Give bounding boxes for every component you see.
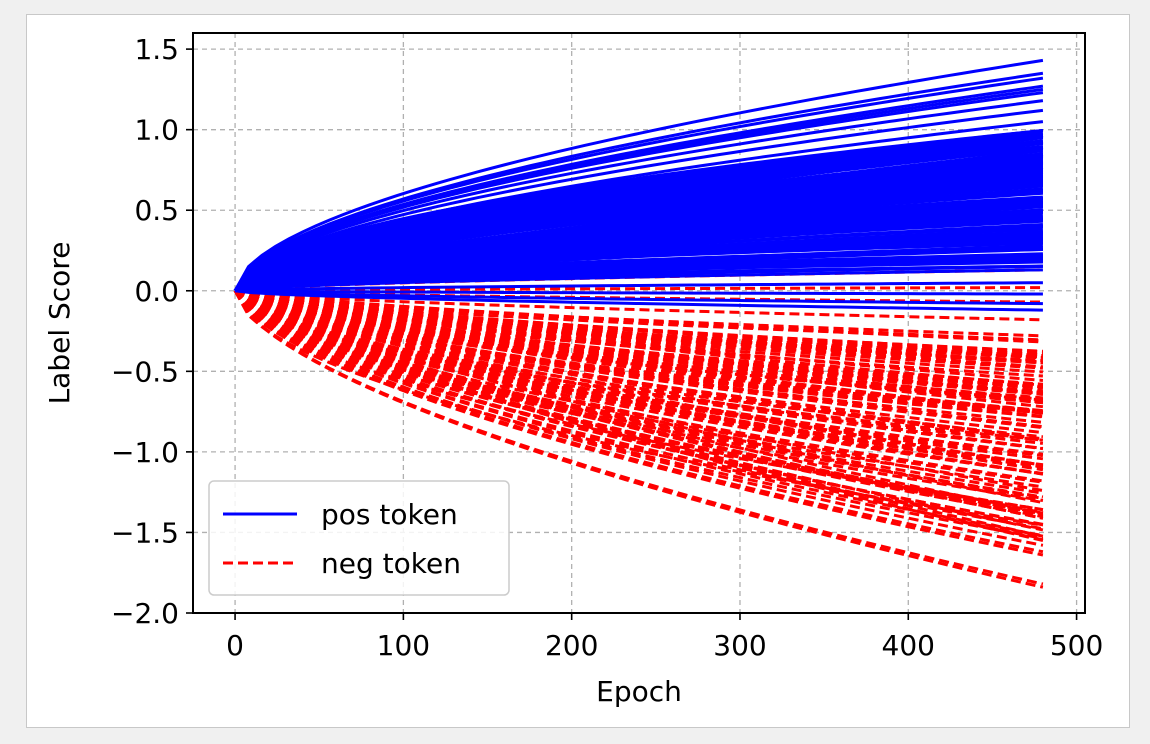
neg-token-line (234, 289, 1043, 322)
neg-token-line (233, 289, 1044, 502)
legend-label-pos: pos token (321, 498, 458, 531)
neg-token-line (234, 289, 1043, 358)
pos-token-line (233, 152, 1044, 292)
neg-token-line (233, 289, 1044, 540)
neg-token-line (234, 289, 1044, 451)
x-tick-label: 500 (1050, 629, 1103, 662)
y-tick-label: −1.5 (111, 516, 179, 549)
pos-token-line (234, 289, 1043, 312)
axes-frame (192, 32, 1086, 614)
neg-token-line (233, 289, 1044, 499)
y-tick-label: −2.0 (111, 597, 179, 630)
pos-token-line (234, 236, 1043, 293)
x-tick-label: 0 (226, 629, 244, 662)
neg-token-line (234, 289, 1043, 338)
y-tick-label: 1.0 (134, 114, 179, 147)
pos-token-line (234, 264, 1043, 293)
neg-token-line (233, 289, 1044, 461)
pos-token-line (234, 268, 1043, 293)
y-tick-label: −0.5 (111, 355, 179, 388)
y-tick-label: 1.5 (134, 33, 179, 66)
pos-token-line (234, 289, 1043, 306)
neg-token-line (233, 289, 1044, 515)
neg-token-line (234, 289, 1044, 386)
y-tick-label: 0.5 (134, 194, 179, 227)
neg-token-line (234, 289, 1043, 354)
neg-token-line (233, 289, 1044, 557)
neg-token-line (234, 289, 1044, 520)
pos-token-line (234, 213, 1043, 293)
pos-token-line (234, 200, 1044, 293)
pos-token-line (233, 76, 1044, 292)
pos-token-line (233, 131, 1044, 292)
neg-token-line (233, 290, 1044, 589)
x-tick-label: 200 (545, 629, 598, 662)
pos-token-line (233, 108, 1044, 292)
neg-token-line (234, 289, 1044, 439)
line-chart: 0 100 200 300 400 500 1.5 1.0 0.5 0.0 −0.5 −1.0 −1.5… (43, 32, 1103, 708)
pos-token-line (234, 180, 1044, 292)
neg-token-line (234, 289, 1044, 429)
series-layer (233, 58, 1044, 589)
chart-figure: 0 100 200 300 400 500 1.5 1.0 0.5 0.0 −0.5 −1.0 −1.5… (26, 14, 1130, 728)
neg-token-line (233, 289, 1044, 538)
pos-token-line (233, 91, 1044, 292)
pos-token-line (233, 71, 1044, 292)
pos-token-line (234, 224, 1043, 293)
neg-token-line (234, 289, 1044, 418)
x-tick-label: 300 (713, 629, 766, 662)
pos-token-line (233, 58, 1044, 292)
pos-token-line (233, 120, 1044, 292)
neg-token-line (233, 289, 1044, 554)
y-tick-label: 0.0 (134, 275, 179, 308)
pos-token-line (234, 189, 1044, 292)
neg-token-line (233, 289, 1044, 526)
y-axis-title: Label Score (43, 242, 76, 405)
x-tick-label: 400 (882, 629, 935, 662)
pos-token-line (235, 281, 1043, 293)
x-axis-title: Epoch (596, 675, 682, 708)
legend-label-neg: neg token (321, 547, 461, 580)
neg-token-line (234, 289, 1044, 515)
neg-token-line (233, 289, 1044, 547)
neg-token-line (234, 289, 1044, 415)
legend: pos token neg token (208, 480, 510, 596)
neg-token-line (233, 289, 1044, 483)
neg-token-line (234, 289, 1044, 402)
pos-token-line (234, 247, 1043, 293)
pos-token-line (235, 289, 1043, 296)
neg-token-line (234, 289, 1044, 505)
neg-token-line (234, 289, 1044, 467)
neg-token-line (234, 289, 1044, 370)
pos-token-line (233, 99, 1044, 292)
pos-token-line (234, 176, 1044, 292)
axes-layer: 0 100 200 300 400 500 1.5 1.0 0.5 0.0 −0.5 −1.0 −1.5… (43, 32, 1103, 708)
neg-token-line (233, 289, 1044, 476)
neg-token-line (234, 289, 1043, 342)
series-group (233, 58, 1044, 589)
pos-token-line (234, 163, 1044, 292)
pos-token-line (233, 141, 1044, 292)
pos-token-line (234, 257, 1043, 293)
y-tick-label: −1.0 (111, 436, 179, 469)
neg-token-line (233, 289, 1044, 495)
x-tick-label: 100 (377, 629, 430, 662)
neg-token-line (234, 289, 1044, 456)
legend-box (208, 480, 510, 596)
neg-token-line (233, 289, 1044, 531)
neg-token-line (234, 289, 1044, 435)
